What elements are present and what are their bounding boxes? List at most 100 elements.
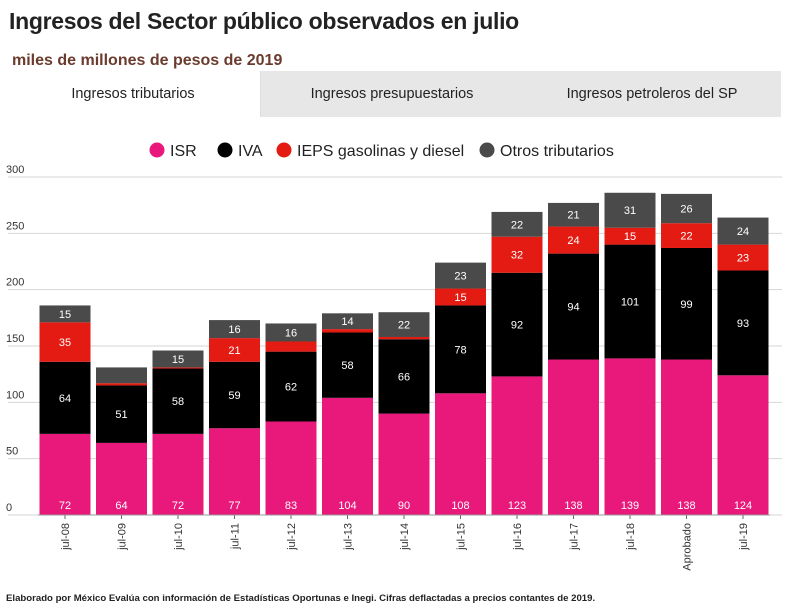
data-label: 94	[567, 302, 579, 314]
subtitle: miles de millones de pesos de 2019	[12, 52, 283, 69]
data-label: 32	[511, 250, 523, 262]
data-label: 78	[454, 344, 466, 356]
legend-label: IEPS gasolinas y diesel	[297, 143, 464, 160]
bar-segment	[265, 421, 317, 515]
y-tick-label: 50	[6, 446, 18, 458]
bar-segment	[265, 351, 317, 422]
bar-segment	[435, 305, 486, 394]
bar-segment	[435, 262, 486, 289]
data-label: 59	[228, 390, 240, 402]
bar-segment	[491, 211, 543, 237]
legend-marker	[276, 142, 292, 158]
bar-segment	[265, 323, 317, 342]
data-label: 108	[451, 500, 469, 512]
bar-segment	[265, 341, 317, 352]
legend-marker	[149, 142, 165, 158]
data-label: 99	[680, 299, 692, 311]
tab-ingresos-petroleros[interactable]: Ingresos petroleros del SP	[566, 86, 738, 102]
bar-segment	[152, 433, 204, 515]
data-label: 51	[115, 409, 127, 421]
bar-segment	[322, 332, 373, 398]
data-label: 138	[564, 500, 582, 512]
bar-segment	[717, 244, 769, 271]
bar-segment	[322, 329, 373, 333]
bar-segment	[435, 393, 486, 515]
data-label: 90	[398, 500, 410, 512]
bar-segment	[152, 350, 204, 368]
bar-segment	[604, 192, 656, 228]
data-label: 26	[680, 204, 692, 216]
bar-segment	[209, 320, 260, 339]
bar-segment	[604, 358, 656, 515]
data-label: 66	[398, 371, 410, 383]
bar-segment	[548, 202, 599, 227]
bar-segment	[39, 322, 91, 362]
data-label: 139	[621, 500, 639, 512]
x-tick-label: jul-19	[738, 523, 750, 551]
data-label: 15	[624, 231, 636, 243]
footer-note: Elaborado por México Evalúa con informac…	[6, 593, 596, 604]
x-tick-label: jul-13	[343, 523, 355, 551]
x-tick-label: jul-15	[456, 523, 468, 551]
bar-segment	[209, 428, 260, 515]
bar-segment	[322, 313, 373, 330]
bar-segment	[604, 244, 656, 359]
data-label: 31	[624, 205, 636, 217]
bar-segment	[548, 253, 599, 360]
data-label: 21	[228, 345, 240, 357]
bar-segment	[378, 339, 430, 414]
bar-segment	[39, 433, 91, 515]
data-label: 92	[511, 320, 523, 332]
bar-segment	[39, 361, 91, 434]
tab-bar: Ingresos tributarios Ingresos presupuest…	[6, 71, 781, 117]
y-tick-label: 300	[6, 164, 24, 176]
x-tick-label: Aprobado	[682, 523, 694, 571]
data-label: 16	[228, 324, 240, 336]
tab-ingresos-presupuestarios[interactable]: Ingresos presupuestarios	[310, 86, 474, 102]
bar-segment	[209, 338, 260, 362]
x-tick-label: jul-11	[230, 523, 242, 550]
data-label: 138	[677, 500, 695, 512]
x-tick-label: jul-14	[399, 523, 411, 551]
bar-segment	[152, 368, 204, 434]
bar-segment	[717, 375, 769, 515]
data-label: 83	[285, 500, 297, 512]
y-tick-label: 100	[6, 389, 24, 401]
bar-segment	[378, 336, 430, 340]
data-label: 72	[59, 500, 71, 512]
legend-marker	[217, 142, 233, 158]
y-tick-label: 200	[6, 277, 24, 289]
data-label: 124	[734, 500, 752, 512]
stacked-bar-chart: 0 50 100 150 200 250 300 ISR IVA IEPS gasolinas y…	[6, 142, 782, 571]
data-label: 15	[454, 292, 466, 304]
bar-segment	[96, 442, 147, 515]
bar-segment	[548, 359, 599, 515]
tab-ingresos-tributarios[interactable]: Ingresos tributarios	[6, 71, 261, 117]
data-label: 58	[341, 360, 353, 372]
data-label: 22	[680, 231, 692, 243]
data-label: 15	[59, 309, 71, 321]
data-label: 93	[737, 318, 749, 330]
legend-marker	[479, 142, 495, 158]
data-label: 35	[59, 337, 71, 349]
x-tick-label: jul-10	[173, 523, 185, 551]
bar-segment	[661, 359, 712, 515]
bar-segment	[661, 193, 712, 224]
data-label: 22	[398, 320, 410, 332]
data-label: 16	[285, 327, 297, 339]
bar-segment	[661, 223, 712, 248]
bar-segment	[435, 288, 486, 306]
data-label: 22	[511, 219, 523, 231]
x-tick-label: jul-12	[286, 523, 298, 551]
data-label: 64	[59, 393, 71, 405]
data-label: 21	[567, 210, 579, 222]
page-title: Ingresos del Sector público observados e…	[9, 8, 519, 34]
bar-segment	[39, 305, 91, 323]
bar-segment	[96, 367, 147, 384]
data-label: 123	[508, 500, 526, 512]
y-tick-label: 150	[6, 333, 24, 345]
x-tick-label: jul-17	[569, 523, 581, 551]
x-tick-label: jul-16	[512, 523, 524, 551]
y-tick-label: 0	[6, 502, 12, 514]
data-label: 77	[228, 500, 240, 512]
